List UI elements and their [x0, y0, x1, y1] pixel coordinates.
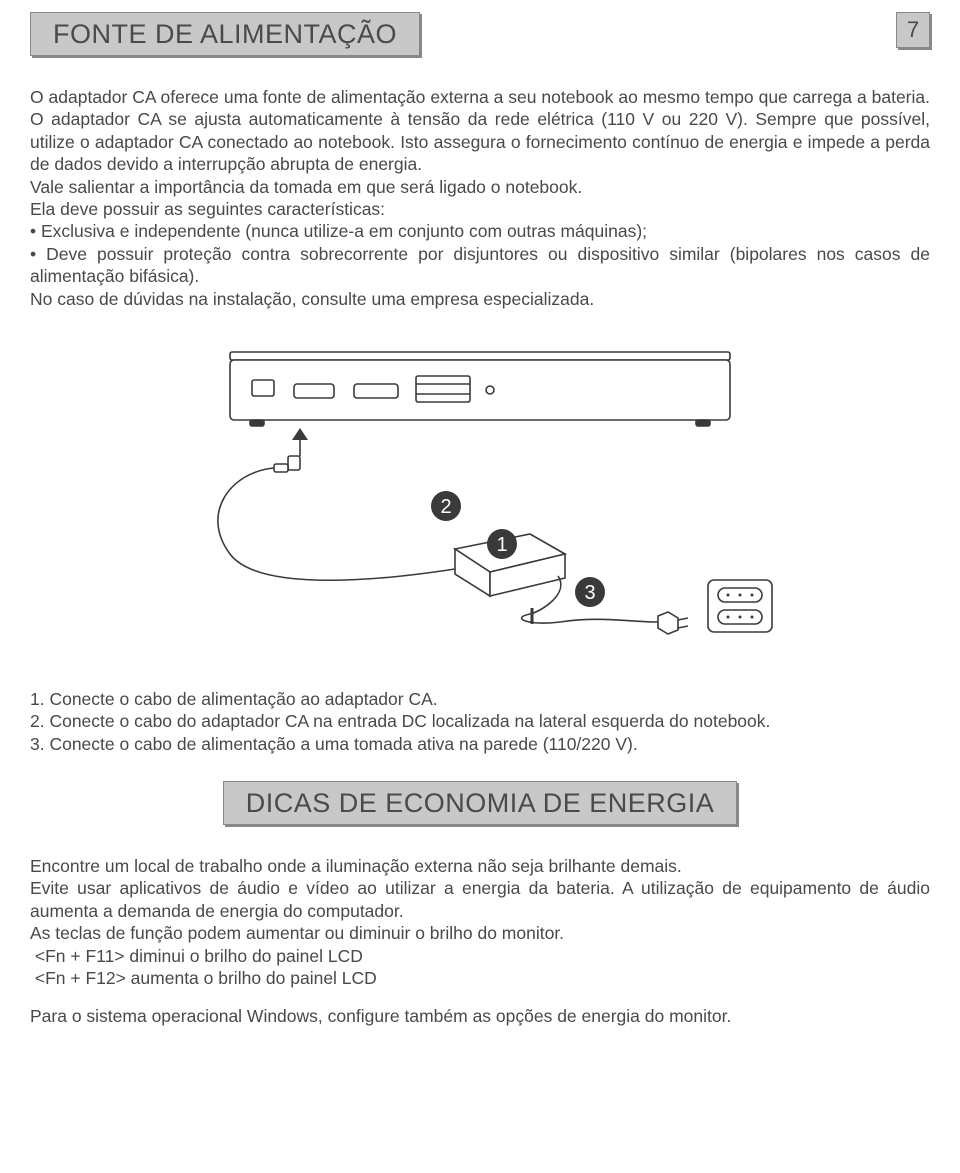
section1-para2: Vale salientar a importância da tomada e… — [30, 176, 930, 198]
diagram-label-3: 3 — [584, 582, 595, 604]
section2-title-bar: DICAS DE ECONOMIA DE ENERGIA — [30, 781, 930, 825]
section1-body: O adaptador CA oferece uma fonte de alim… — [30, 86, 930, 310]
section2-line6: Para o sistema operacional Windows, conf… — [30, 1005, 930, 1027]
step-1: 1. Conecte o cabo de alimentação ao adap… — [30, 688, 930, 710]
power-diagram: 2 1 3 — [160, 344, 800, 654]
section2-title: DICAS DE ECONOMIA DE ENERGIA — [223, 781, 738, 825]
section1-title: FONTE DE ALIMENTAÇÃO — [30, 12, 420, 56]
diagram-label-2: 2 — [440, 496, 451, 518]
step-2: 2. Conecte o cabo do adaptador CA na ent… — [30, 710, 930, 732]
page-number: 7 — [896, 12, 930, 48]
section2-line2: Evite usar aplicativos de áudio e vídeo … — [30, 877, 930, 922]
section1-para4: No caso de dúvidas na instalação, consul… — [30, 288, 930, 310]
section2-line1: Encontre um local de trabalho onde a ilu… — [30, 855, 930, 877]
section1-para1: O adaptador CA oferece uma fonte de alim… — [30, 86, 930, 176]
section2-line5: <Fn + F12> aumenta o brilho do painel LC… — [30, 967, 930, 989]
section2-line3: As teclas de função podem aumentar ou di… — [30, 922, 930, 944]
section2-line4: <Fn + F11> diminui o brilho do painel LC… — [30, 945, 930, 967]
section1-para3: Ela deve possuir as seguintes caracterís… — [30, 198, 930, 220]
section1-title-bar: FONTE DE ALIMENTAÇÃO 7 — [30, 12, 930, 58]
step-3: 3. Conecte o cabo de alimentação a uma t… — [30, 733, 930, 755]
diagram-label-1: 1 — [496, 534, 507, 556]
section2-body: Encontre um local de trabalho onde a ilu… — [30, 855, 930, 1028]
section1-bullet2: • Deve possuir proteção contra sobrecorr… — [30, 243, 930, 288]
section1-bullet1: • Exclusiva e independente (nunca utiliz… — [30, 220, 930, 242]
steps-block: 1. Conecte o cabo de alimentação ao adap… — [30, 688, 930, 755]
